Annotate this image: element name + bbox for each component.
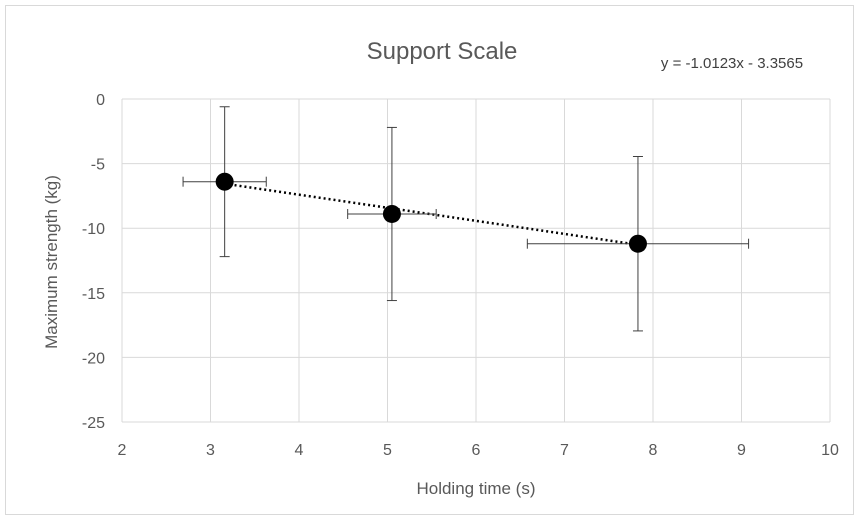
x-tick-label: 7 [560,442,569,459]
y-axis-label: Maximum strength (kg) [42,175,61,349]
error-bars [182,106,750,332]
chart-title: Support Scale [367,38,518,65]
x-tick-label: 6 [472,442,481,459]
y-tick-label: 0 [96,92,105,109]
x-tick-label: 8 [649,442,658,459]
data-point [215,172,234,191]
x-tick-label: 9 [737,442,746,459]
data-point [628,234,647,253]
data-point [382,204,401,223]
y-tick-label: -5 [91,157,105,174]
x-tick-label: 10 [821,442,839,459]
x-tick-labels: 2 3 4 5 6 7 8 9 10 [118,442,839,459]
y-tick-label: -25 [82,415,105,432]
y-tick-label: -15 [82,286,105,303]
x-tick-label: 2 [118,442,127,459]
x-tick-label: 5 [383,442,392,459]
y-tick-labels: 0 -5 -10 -15 -20 -25 [82,92,105,432]
y-tick-label: -20 [82,350,105,367]
grid-lines [121,98,831,423]
data-points [215,172,647,253]
trendline-equation: y = -1.0123x - 3.3565 [661,55,803,72]
x-tick-label: 3 [206,442,215,459]
x-axis-label: Holding time (s) [416,479,535,498]
chart-frame [5,5,854,515]
y-tick-label: -10 [82,221,105,238]
x-tick-label: 4 [295,442,304,459]
